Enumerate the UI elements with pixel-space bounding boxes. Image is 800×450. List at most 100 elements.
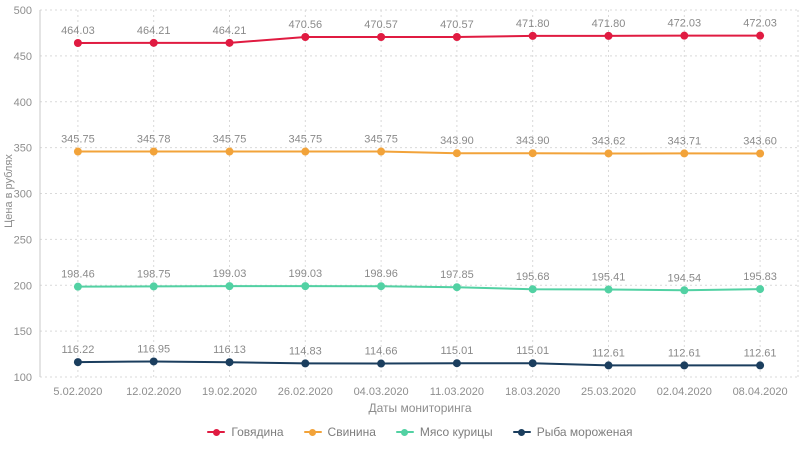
data-point-label: 464.21 — [137, 25, 171, 37]
data-point-label: 343.62 — [592, 135, 626, 147]
data-point-label: 471.80 — [592, 18, 626, 30]
data-point — [73, 358, 82, 367]
legend-marker-icon — [303, 428, 322, 436]
data-point-label: 112.61 — [744, 347, 777, 359]
data-point — [528, 149, 537, 158]
data-point-label: 195.41 — [592, 271, 626, 283]
data-point — [73, 282, 82, 291]
data-point-label: 116.95 — [137, 343, 170, 355]
data-point — [377, 359, 386, 368]
data-point — [225, 358, 234, 367]
legend-marker-icon — [395, 428, 414, 436]
data-point — [604, 31, 613, 40]
y-tick-label: 100 — [14, 372, 32, 384]
data-point-label: 345.78 — [137, 133, 171, 145]
y-tick-label: 300 — [14, 189, 32, 201]
legend-label: Мясо курицы — [419, 425, 493, 439]
legend-marker-icon — [207, 428, 226, 436]
data-point — [301, 282, 310, 291]
data-point-label: 343.90 — [440, 135, 474, 147]
data-point-label: 195.83 — [743, 271, 777, 283]
series-line-0 — [77, 34, 761, 45]
data-point — [756, 361, 765, 370]
data-point-label: 115.01 — [440, 345, 473, 357]
x-tick-label: 11.03.2020 — [430, 386, 484, 398]
data-point — [680, 149, 689, 158]
data-point — [528, 285, 537, 294]
x-tick-label: 18.03.2020 — [505, 386, 560, 398]
data-point — [225, 38, 234, 47]
data-point — [528, 31, 537, 40]
x-axis-title: Даты мониторинга — [368, 401, 472, 415]
legend-item-2[interactable]: Мясо курицы — [395, 425, 493, 439]
data-point — [604, 285, 613, 294]
data-point — [377, 147, 386, 156]
data-point — [377, 282, 386, 291]
x-tick-label: 25.03.2020 — [581, 386, 636, 398]
data-point-label: 345.75 — [61, 134, 95, 146]
data-point-label: 114.83 — [289, 345, 322, 357]
data-point-label: 470.57 — [364, 19, 398, 31]
data-point — [756, 285, 765, 294]
legend-item-1[interactable]: Свинина — [303, 425, 376, 439]
data-point-label: 345.75 — [364, 134, 398, 146]
x-tick-label: 12.02.2020 — [126, 386, 181, 398]
data-point-label: 343.60 — [743, 135, 777, 147]
data-point — [149, 357, 158, 366]
data-point-label: 114.66 — [365, 346, 398, 358]
series-line-3 — [77, 360, 761, 367]
data-point — [680, 31, 689, 40]
x-tick-label: 02.04.2020 — [657, 386, 712, 398]
y-tick-label: 250 — [14, 234, 32, 246]
data-point — [756, 149, 765, 158]
data-point — [149, 282, 158, 291]
data-point-label: 198.96 — [364, 268, 398, 280]
y-tick-label: 500 — [14, 5, 32, 17]
data-point — [149, 147, 158, 156]
data-point-label: 112.61 — [668, 347, 701, 359]
data-point-label: 345.75 — [288, 134, 322, 146]
series-line-1 — [77, 150, 761, 155]
data-point-label: 470.56 — [288, 19, 322, 31]
data-point — [604, 361, 613, 370]
data-point-label: 194.54 — [667, 272, 701, 284]
data-point-label: 471.80 — [516, 18, 550, 30]
data-point — [301, 33, 310, 42]
data-point — [452, 359, 461, 368]
y-tick-label: 150 — [14, 326, 32, 338]
data-point — [73, 147, 82, 156]
data-point-label: 464.21 — [213, 25, 247, 37]
data-point — [452, 149, 461, 158]
data-point-label: 112.61 — [592, 347, 625, 359]
legend-label: Говядина — [231, 425, 284, 439]
x-tick-label: 26.02.2020 — [278, 386, 333, 398]
data-point-label: 343.90 — [516, 135, 550, 147]
legend-item-3[interactable]: Рыба мороженая — [512, 425, 633, 439]
data-point-label: 464.03 — [61, 25, 95, 37]
data-point-label: 115.01 — [516, 345, 549, 357]
data-point-label: 470.57 — [440, 19, 474, 31]
y-axis-title: Цена в рублях — [3, 154, 15, 228]
data-point-label: 343.71 — [667, 135, 701, 147]
legend-item-0[interactable]: Говядина — [207, 425, 284, 439]
x-tick-label: 5.02.2020 — [53, 386, 102, 398]
y-tick-label: 450 — [14, 51, 32, 63]
chart-legend: Говядина Свинина Мясо курицы Рыба мороженая — [40, 425, 800, 439]
series-line-2 — [77, 285, 761, 292]
x-tick-label: 08.04.2020 — [733, 386, 788, 398]
data-point — [452, 283, 461, 292]
x-tick-label: 04.03.2020 — [354, 386, 409, 398]
data-point-label: 199.03 — [288, 268, 322, 280]
data-point — [149, 38, 158, 47]
legend-marker-icon — [512, 428, 531, 436]
data-point-label: 116.13 — [213, 344, 246, 356]
data-point-label: 116.22 — [61, 344, 94, 356]
y-tick-label: 350 — [14, 143, 32, 155]
y-tick-label: 200 — [14, 280, 32, 292]
data-point-label: 197.85 — [440, 269, 474, 281]
data-point — [604, 149, 613, 158]
data-point-label: 345.75 — [213, 134, 247, 146]
data-point — [377, 33, 386, 42]
x-tick-label: 19.02.2020 — [202, 386, 257, 398]
